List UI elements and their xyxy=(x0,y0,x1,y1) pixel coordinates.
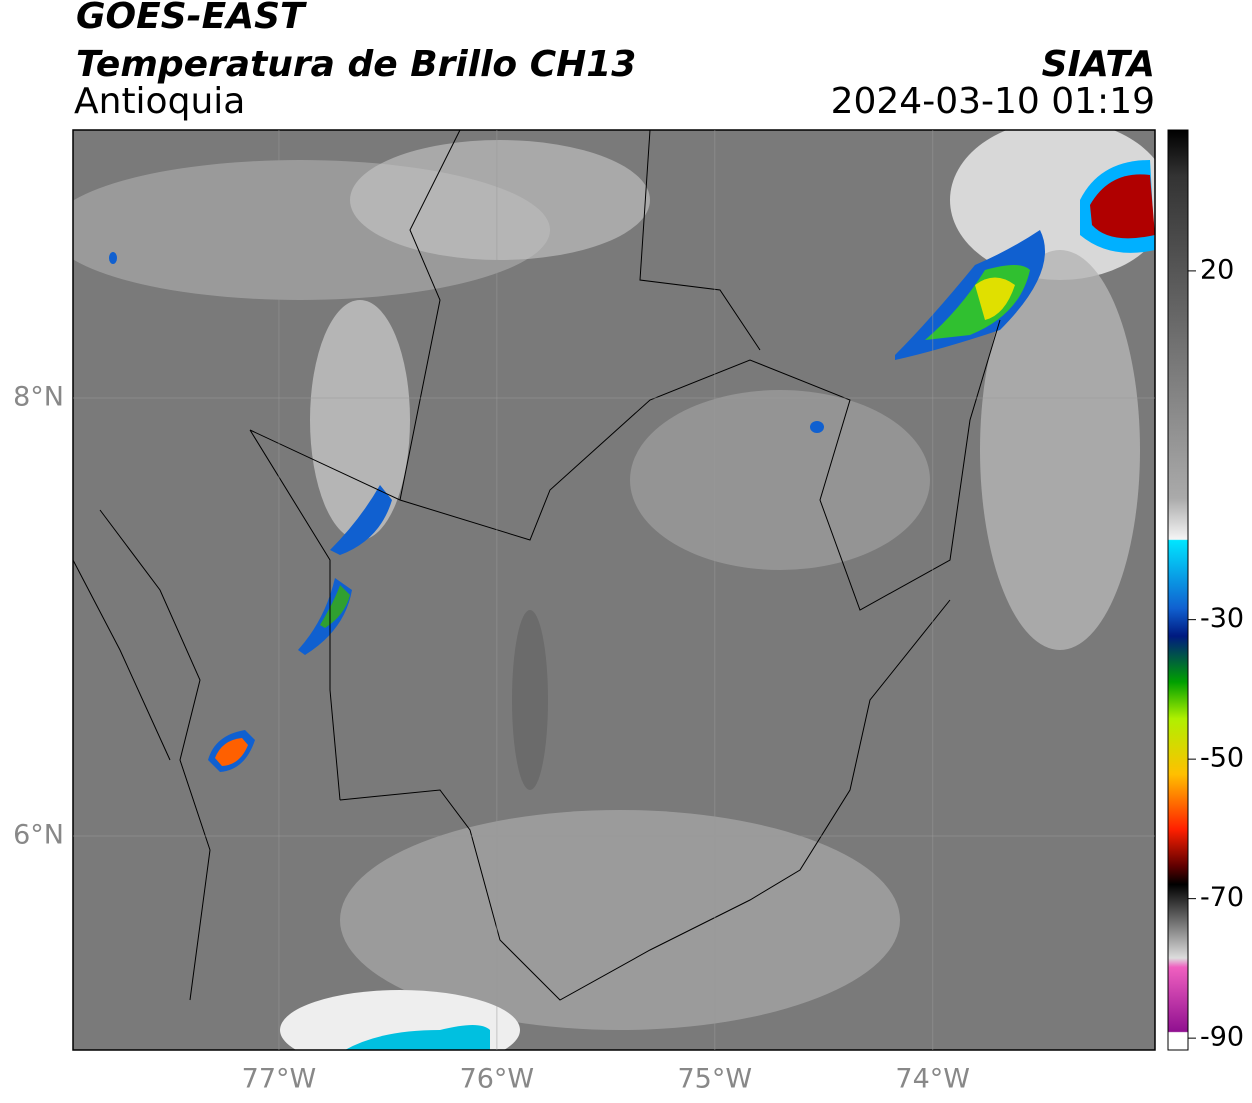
title: GOES-EAST xyxy=(76,0,307,37)
colorbar-tick-label: -70 xyxy=(1200,882,1244,913)
lat-tick-label: 6°N xyxy=(13,820,64,851)
colorbar-tick-label: -30 xyxy=(1200,603,1244,634)
timestamp: 2024-03-10 01:19 xyxy=(831,81,1155,122)
lon-tick-label: 75°W xyxy=(678,1064,753,1095)
colorbar-tick-label: 20 xyxy=(1200,254,1234,285)
region: Antioquia xyxy=(74,81,245,122)
colorbar-tick-label: -50 xyxy=(1200,743,1244,774)
lat-tick-label: 8°N xyxy=(13,382,64,413)
satellite-image xyxy=(73,130,1155,1050)
colorbar-tick-label: -90 xyxy=(1200,1022,1244,1053)
lon-tick-label: 77°W xyxy=(242,1064,317,1095)
source: SIATA xyxy=(1042,44,1155,85)
lon-tick-label: 76°W xyxy=(460,1064,535,1095)
colorbar xyxy=(1167,129,1189,1051)
lon-tick-label: 74°W xyxy=(895,1064,970,1095)
subtitle: Temperatura de Brillo CH13 xyxy=(76,44,636,85)
map-frame xyxy=(72,129,1156,1051)
